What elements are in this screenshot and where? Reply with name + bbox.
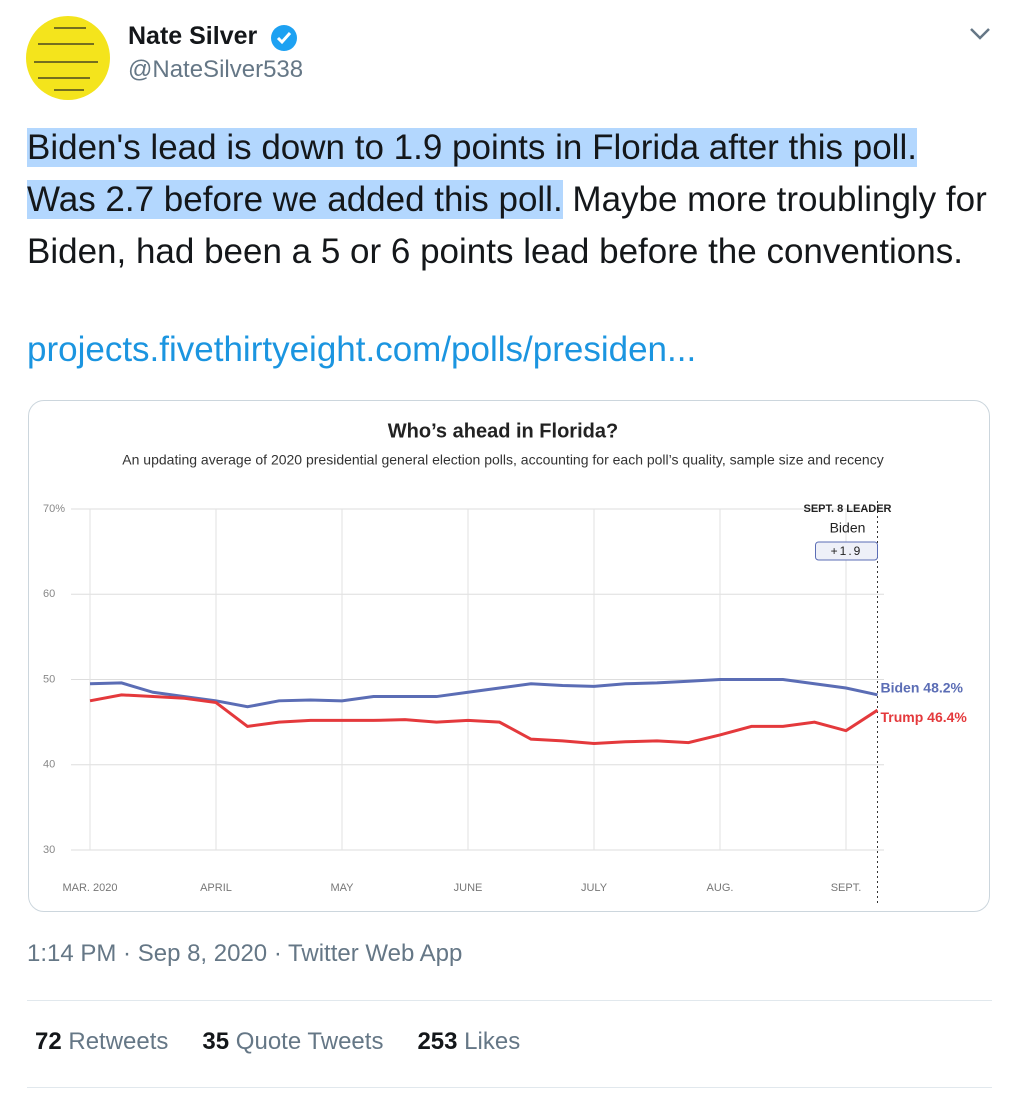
x-tick-label: JULY: [581, 882, 608, 894]
x-tick-label: MAR. 2020: [62, 882, 117, 894]
stat-count: 253: [417, 1028, 458, 1055]
series-line: [89, 678, 878, 709]
stat-count: 72: [35, 1028, 62, 1055]
y-tick-label: 40: [43, 759, 55, 771]
y-tick-label: 60: [43, 588, 55, 600]
x-tick-label: AUG.: [707, 882, 734, 894]
link[interactable]: projects.fivethirtyeight.com/polls/presi…: [27, 330, 697, 369]
stat[interactable]: 35 Quote Tweets: [202, 1028, 383, 1056]
annotation-box: [815, 541, 878, 561]
handle[interactable]: @NateSilver538: [128, 56, 304, 83]
y-tick-label: 30: [43, 844, 55, 856]
chart-subtitle: An updating average of 2020 presidential…: [122, 452, 883, 468]
display-name[interactable]: Nate Silver: [128, 22, 258, 50]
chart-title: Who’s ahead in Florida?: [388, 420, 618, 442]
stat-label: Likes: [464, 1028, 521, 1055]
verified-badge: [271, 25, 297, 51]
end-label: Biden 48.2%: [881, 680, 964, 696]
stat[interactable]: 253 Likes: [417, 1028, 520, 1056]
annotation-heading: SEPT. 8 LEADER: [803, 503, 891, 515]
text: Maybe more troublingly for Biden, had be…: [27, 180, 987, 271]
stat-label: Retweets: [68, 1028, 169, 1055]
stat[interactable]: 72 Retweets: [35, 1028, 168, 1056]
y-tick-label: 50: [43, 673, 55, 685]
end-label: Trump 46.4%: [881, 709, 968, 725]
menu-chevron[interactable]: [968, 26, 992, 42]
tweet-text: Biden's lead is down to 1.9 points in Fl…: [27, 122, 987, 278]
avatar[interactable]: [24, 14, 114, 104]
divider: [27, 1000, 992, 1001]
chart: Who’s ahead in Florida? An updating aver…: [43, 420, 968, 906]
y-tick-label: 70%: [43, 503, 65, 515]
stat-label: Quote Tweets: [235, 1028, 384, 1055]
x-tick-label: MAY: [330, 882, 354, 894]
timestamp[interactable]: 1:14 PM · Sep 8, 2020 · Twitter Web App: [27, 940, 463, 967]
image-card[interactable]: Who’s ahead in Florida? An updating aver…: [28, 400, 990, 912]
x-tick-label: APRIL: [200, 882, 232, 894]
annotation-lead: +1.9: [831, 544, 863, 558]
series-line: [89, 693, 879, 745]
stats: 72 Retweets 35 Quote Tweets 253 Likes: [35, 1028, 520, 1056]
stat-count: 35: [202, 1028, 230, 1055]
x-tick-label: SEPT.: [831, 882, 862, 894]
annotation-leader: Biden: [830, 520, 866, 536]
x-tick-label: JUNE: [454, 882, 483, 894]
divider: [27, 1087, 992, 1088]
